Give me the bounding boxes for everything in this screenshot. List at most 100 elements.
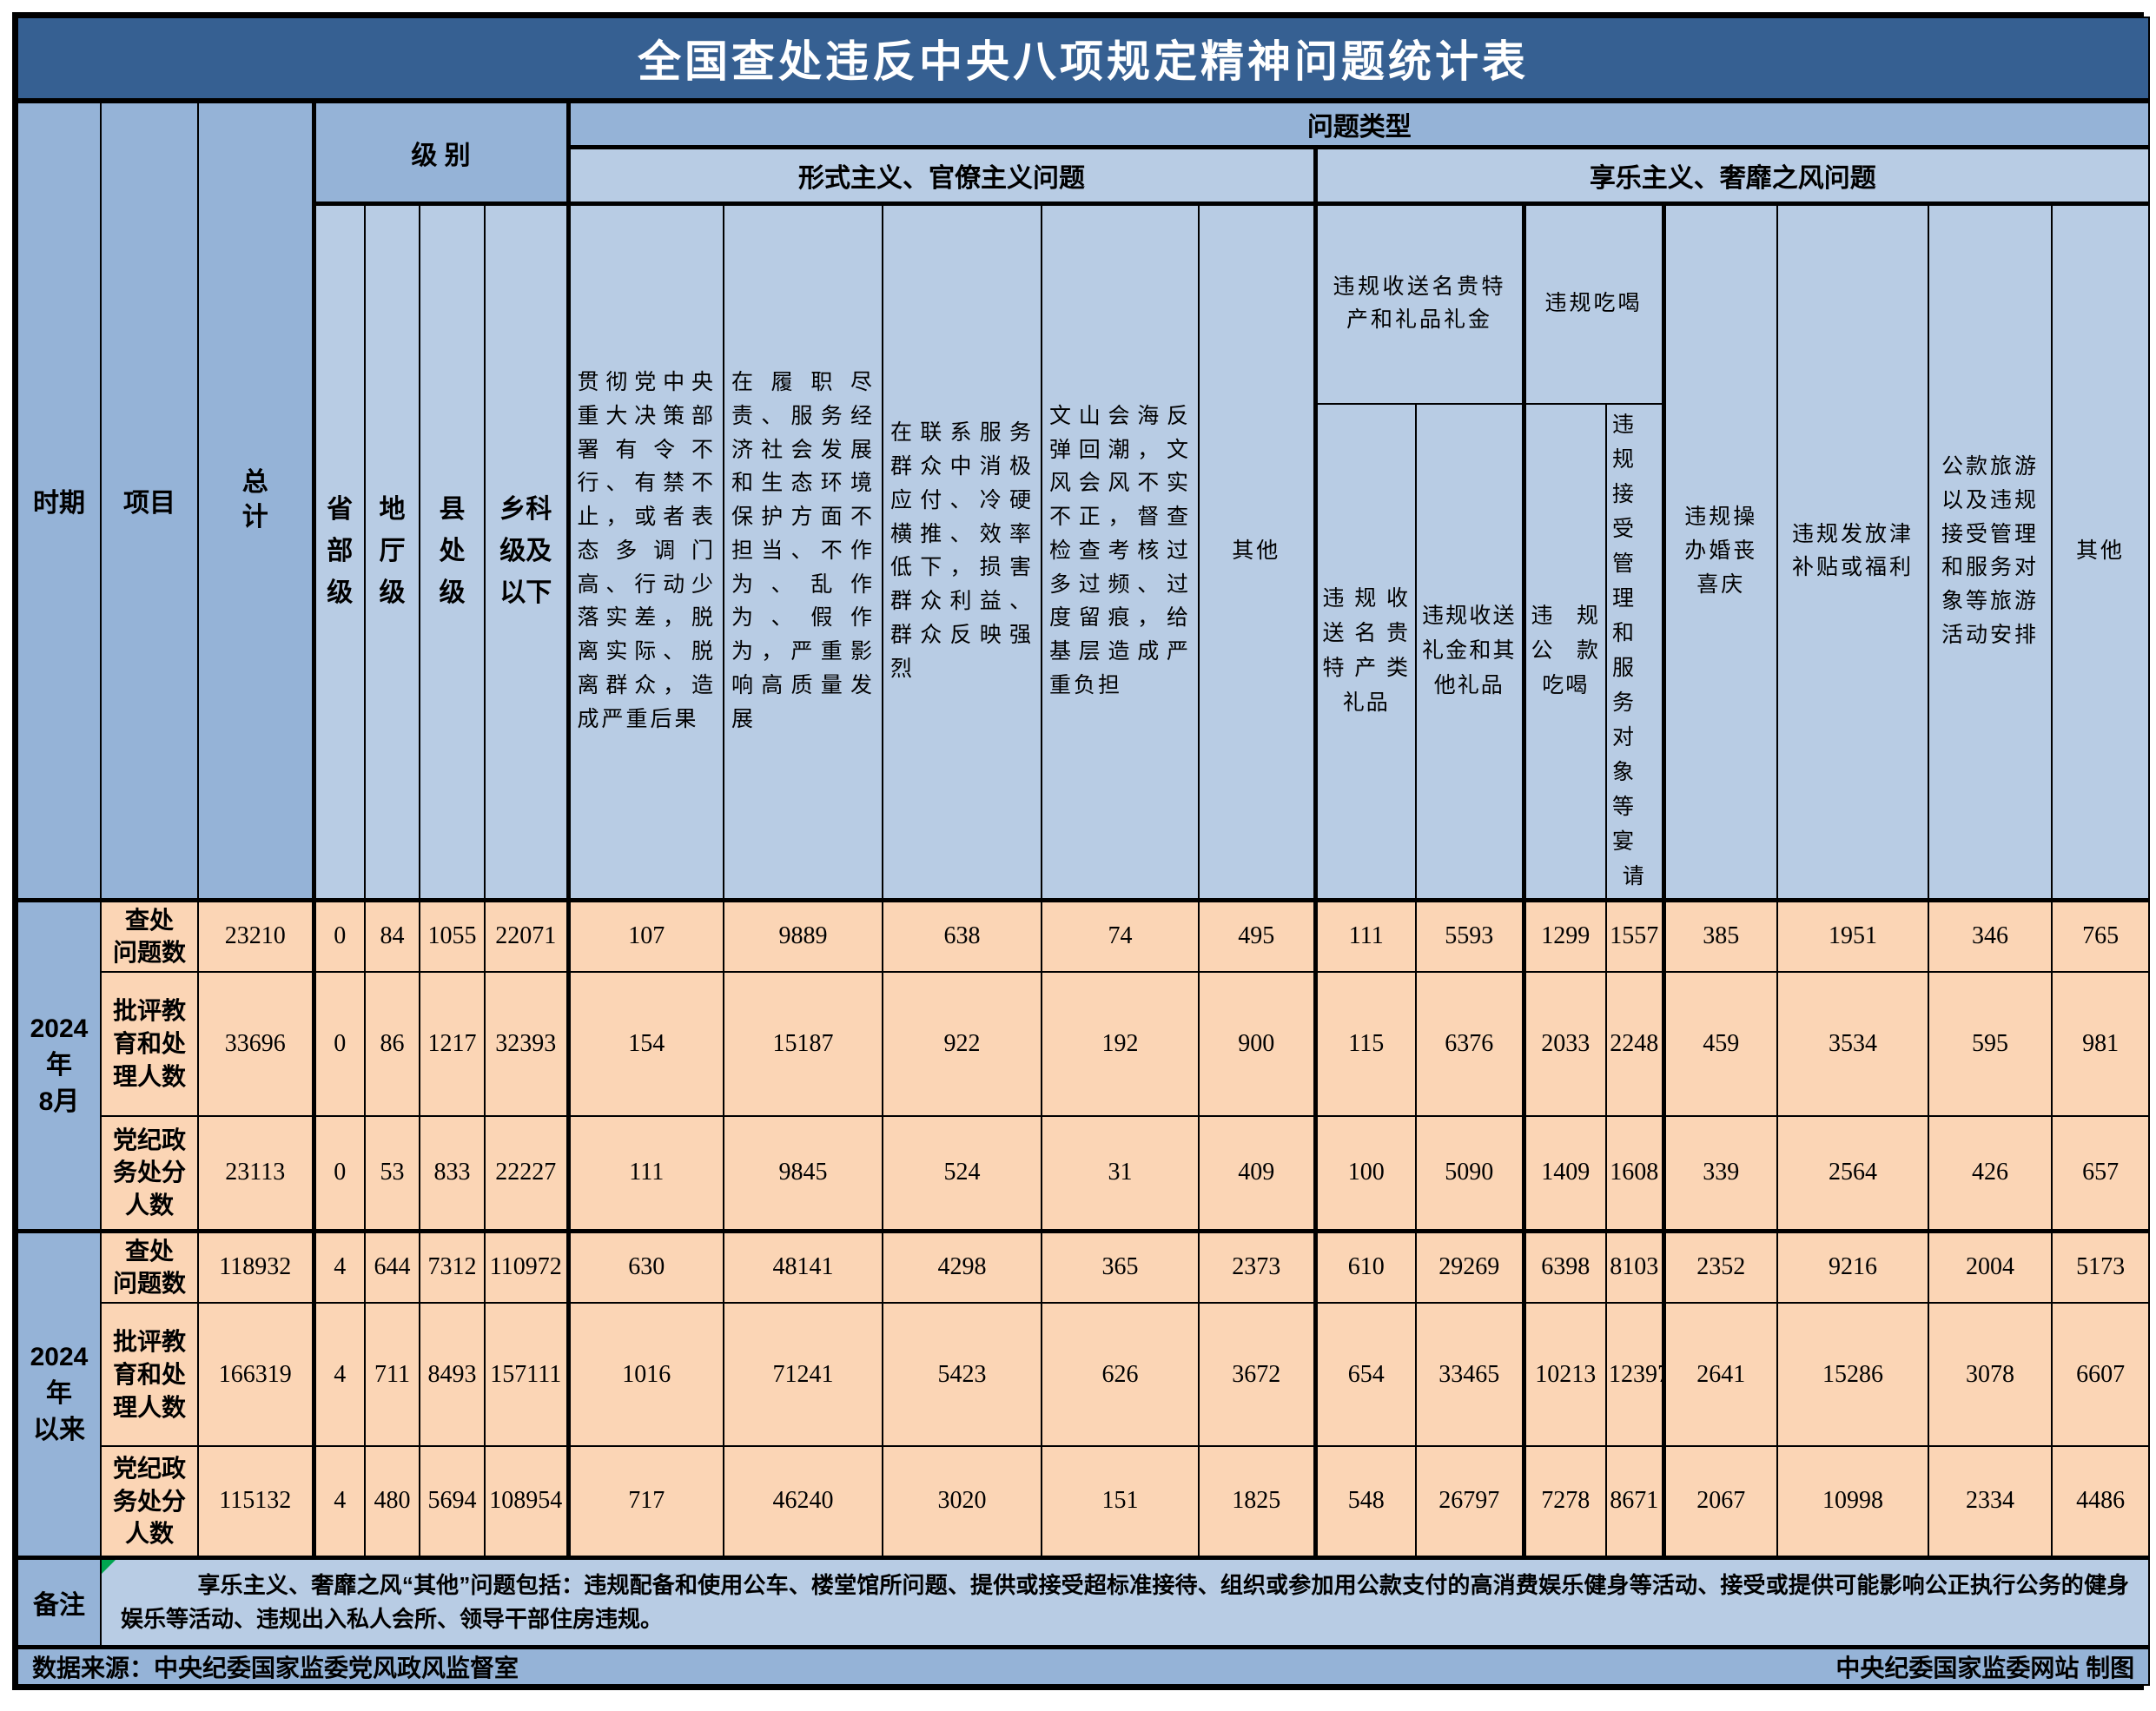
- value-cell: 74: [1041, 897, 1200, 974]
- col-header-item: 项目: [100, 100, 199, 901]
- value-cell: 46240: [723, 1445, 883, 1559]
- value-cell: 23210: [197, 897, 316, 974]
- value-cell: 7312: [419, 1228, 486, 1305]
- value-cell: 15187: [723, 971, 883, 1118]
- value-cell: 7278: [1523, 1445, 1607, 1559]
- chart-credit: 中央纪委国家监委网站 制图: [1835, 1654, 2135, 1681]
- value-cell: 32393: [484, 971, 571, 1118]
- value-cell: 2334: [1928, 1445, 2053, 1559]
- value-cell: 71241: [723, 1302, 883, 1448]
- value-cell: 0: [313, 971, 366, 1118]
- value-cell: 2641: [1663, 1302, 1778, 1448]
- col-header-formalism-2: 在履职尽责、服务经济社会发展和生态环境保护方面不担当、不作为、乱作为、假作为，严…: [723, 202, 883, 901]
- value-cell: 9889: [723, 897, 883, 974]
- value-cell: 110972: [484, 1228, 571, 1305]
- col-header-public-funded-travel: 公款旅游以及违规接受管理和服务对象等旅游活动安排: [1928, 202, 2053, 901]
- value-cell: 22227: [484, 1115, 571, 1232]
- value-cell: 15286: [1776, 1302, 1929, 1448]
- value-cell: 115: [1314, 971, 1417, 1118]
- value-cell: 1825: [1198, 1445, 1318, 1559]
- value-cell: 118932: [197, 1228, 316, 1305]
- value-cell: 5694: [419, 1445, 486, 1559]
- value-cell: 1951: [1776, 897, 1929, 974]
- value-cell: 33696: [197, 971, 316, 1118]
- col-header-banquet-invitations: 违规接受管理和服务对象等宴请: [1605, 402, 1666, 901]
- value-cell: 5423: [882, 1302, 1042, 1448]
- col-header-formalism-other: 其他: [1198, 202, 1318, 901]
- value-cell: 5593: [1415, 897, 1526, 974]
- value-cell: 4: [313, 1302, 366, 1448]
- value-cell: 644: [364, 1228, 420, 1305]
- table-body: 2024年 8月 查处 问题数 23210 0 84 1055 22071 107 9889 63…: [17, 897, 2151, 1559]
- value-cell: 654: [1314, 1302, 1417, 1448]
- value-cell: 0: [313, 1115, 366, 1232]
- value-cell: 981: [2050, 971, 2151, 1118]
- value-cell: 495: [1198, 897, 1318, 974]
- value-cell: 151: [1041, 1445, 1200, 1559]
- col-header-period: 时期: [17, 100, 102, 901]
- value-cell: 548: [1314, 1445, 1417, 1559]
- value-cell: 1299: [1523, 897, 1607, 974]
- row-label: 查处 问题数: [100, 897, 199, 974]
- value-cell: 115132: [197, 1445, 316, 1559]
- group-header-formalism: 形式主义、官僚主义问题: [567, 146, 1318, 206]
- value-cell: 6376: [1415, 971, 1526, 1118]
- value-cell: 5173: [2050, 1228, 2151, 1305]
- statistics-table: 全国查处违反中央八项规定精神问题统计表 时期 项目 总 计 级 别 问题类型 形…: [16, 17, 2151, 1686]
- value-cell: 0: [313, 897, 366, 974]
- note-label: 备注: [17, 1555, 102, 1648]
- value-cell: 2248: [1605, 971, 1666, 1118]
- col-header-hedonism-other: 其他: [2050, 202, 2151, 901]
- value-cell: 717: [567, 1445, 724, 1559]
- note-text: 享乐主义、奢靡之风“其他”问题包括：违规配备和使用公车、楼堂馆所问题、提供或接受…: [121, 1571, 2130, 1632]
- group-header-hedonism: 享乐主义、奢靡之风问题: [1313, 146, 2151, 206]
- value-cell: 922: [882, 971, 1042, 1118]
- value-cell: 1055: [419, 897, 486, 974]
- row-label: 查处 问题数: [100, 1228, 199, 1305]
- value-cell: 100: [1314, 1115, 1417, 1232]
- note-cell: 享乐主义、奢靡之风“其他”问题包括：违规配备和使用公车、楼堂馆所问题、提供或接受…: [99, 1555, 2151, 1648]
- value-cell: 339: [1663, 1115, 1778, 1232]
- footer-bar: 数据来源：中央纪委国家监委党风政风监督室 中央纪委国家监委网站 制图: [16, 1644, 2151, 1686]
- value-cell: 630: [567, 1228, 724, 1305]
- col-header-total: 总 计: [197, 100, 316, 901]
- value-cell: 3672: [1198, 1302, 1318, 1448]
- value-cell: 4: [313, 1228, 366, 1305]
- col-header-provincial-level: 省 部 级: [313, 202, 366, 901]
- value-cell: 23113: [197, 1115, 316, 1232]
- value-cell: 31: [1041, 1115, 1200, 1232]
- value-cell: 524: [882, 1115, 1042, 1232]
- period-cell: 2024年 以来: [17, 1228, 102, 1559]
- value-cell: 595: [1928, 971, 2053, 1118]
- value-cell: 765: [2050, 897, 2151, 974]
- value-cell: 2564: [1776, 1115, 1929, 1232]
- value-cell: 657: [2050, 1115, 2151, 1232]
- value-cell: 638: [882, 897, 1042, 974]
- value-cell: 157111: [484, 1302, 571, 1448]
- value-cell: 610: [1314, 1228, 1417, 1305]
- value-cell: 833: [419, 1115, 486, 1232]
- row-label: 批评教 育和处 理人数: [100, 971, 199, 1118]
- value-cell: 8103: [1605, 1228, 1666, 1305]
- value-cell: 3078: [1928, 1302, 2053, 1448]
- value-cell: 8671: [1605, 1445, 1666, 1559]
- value-cell: 154: [567, 971, 724, 1118]
- value-cell: 1217: [419, 971, 486, 1118]
- value-cell: 8493: [419, 1302, 486, 1448]
- value-cell: 2352: [1663, 1228, 1778, 1305]
- value-cell: 1608: [1605, 1115, 1666, 1232]
- col-header-weddings-funerals: 违规操办婚丧喜庆: [1663, 202, 1778, 901]
- value-cell: 111: [567, 1115, 724, 1232]
- value-cell: 1409: [1523, 1115, 1607, 1232]
- value-cell: 459: [1663, 971, 1778, 1118]
- col-header-level-group: 级 别: [313, 100, 571, 206]
- value-cell: 48141: [723, 1228, 883, 1305]
- value-cell: 6607: [2050, 1302, 2151, 1448]
- value-cell: 4486: [2050, 1445, 2151, 1559]
- value-cell: 2067: [1663, 1445, 1778, 1559]
- value-cell: 29269: [1415, 1228, 1526, 1305]
- value-cell: 346: [1928, 897, 2053, 974]
- value-cell: 480: [364, 1445, 420, 1559]
- col-header-problem-type: 问题类型: [566, 100, 2151, 149]
- value-cell: 33465: [1415, 1302, 1526, 1448]
